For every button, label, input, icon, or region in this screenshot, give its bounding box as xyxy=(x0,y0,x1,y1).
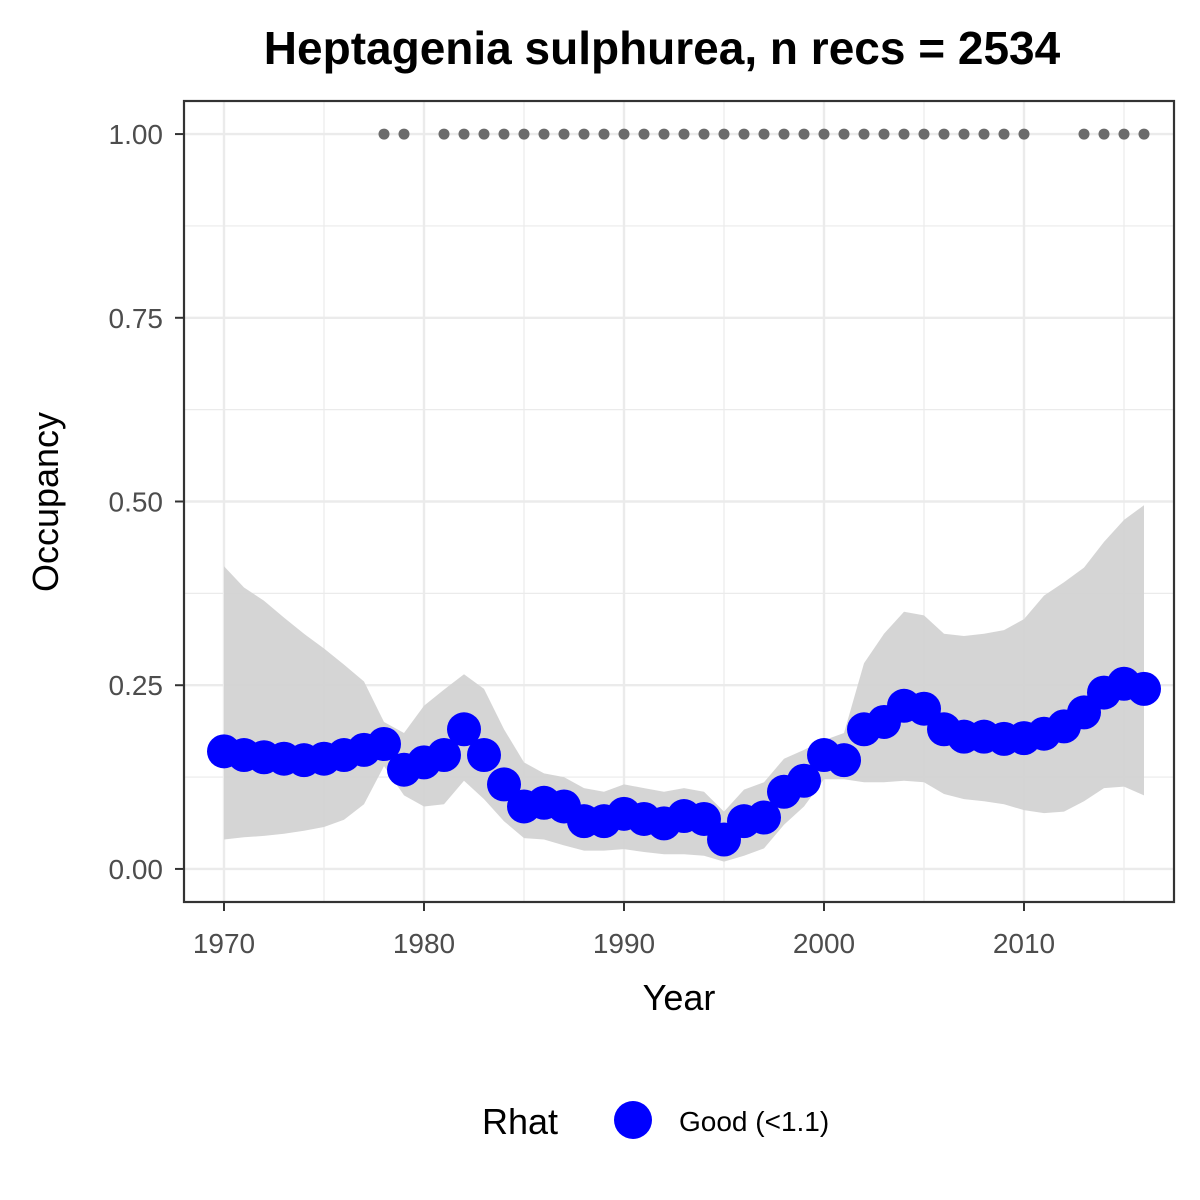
legend-title: Rhat xyxy=(482,1101,558,1142)
record-dot xyxy=(739,129,750,140)
chart-title: Heptagenia sulphurea, n recs = 2534 xyxy=(264,22,1061,74)
record-dot xyxy=(1139,129,1150,140)
record-dot xyxy=(539,129,550,140)
record-dot xyxy=(559,129,570,140)
occupancy-point xyxy=(1127,672,1161,706)
record-dot xyxy=(939,129,950,140)
legend-key-point xyxy=(614,1101,652,1139)
y-tick-label: 0.25 xyxy=(109,670,164,701)
y-tick-label: 0.00 xyxy=(109,854,164,885)
record-dot xyxy=(959,129,970,140)
record-dot xyxy=(399,129,410,140)
record-dot xyxy=(1119,129,1130,140)
record-dot xyxy=(1099,129,1110,140)
occupancy-point xyxy=(467,738,501,772)
record-dot xyxy=(919,129,930,140)
record-dot xyxy=(879,129,890,140)
occupancy-point xyxy=(827,743,861,777)
x-tick-label: 1990 xyxy=(593,928,655,959)
x-tick-label: 2010 xyxy=(993,928,1055,959)
x-tick-label: 1970 xyxy=(193,928,255,959)
record-dot xyxy=(999,129,1010,140)
record-dot xyxy=(979,129,990,140)
record-dot xyxy=(639,129,650,140)
record-dot xyxy=(599,129,610,140)
y-tick-label: 0.75 xyxy=(109,303,164,334)
record-dot xyxy=(719,129,730,140)
record-dot xyxy=(459,129,470,140)
record-dot xyxy=(1079,129,1090,140)
record-dot xyxy=(659,129,670,140)
record-dot xyxy=(779,129,790,140)
record-dot xyxy=(499,129,510,140)
x-tick-label: 2000 xyxy=(793,928,855,959)
record-dot xyxy=(819,129,830,140)
record-dot xyxy=(859,129,870,140)
record-dot xyxy=(759,129,770,140)
record-dot xyxy=(379,129,390,140)
record-dot xyxy=(679,129,690,140)
record-dot xyxy=(619,129,630,140)
record-dot xyxy=(799,129,810,140)
record-dot xyxy=(839,129,850,140)
y-tick-label: 1.00 xyxy=(109,119,164,150)
x-axis-title: Year xyxy=(643,977,716,1018)
record-dot xyxy=(699,129,710,140)
y-tick-label: 0.50 xyxy=(109,487,164,518)
record-dot xyxy=(439,129,450,140)
record-dot xyxy=(579,129,590,140)
x-tick-label: 1980 xyxy=(393,928,455,959)
record-dot xyxy=(519,129,530,140)
legend-label: Good (<1.1) xyxy=(679,1106,829,1137)
y-axis-title: Occupancy xyxy=(25,412,66,592)
record-dot xyxy=(1019,129,1030,140)
record-dot xyxy=(479,129,490,140)
record-dot xyxy=(899,129,910,140)
